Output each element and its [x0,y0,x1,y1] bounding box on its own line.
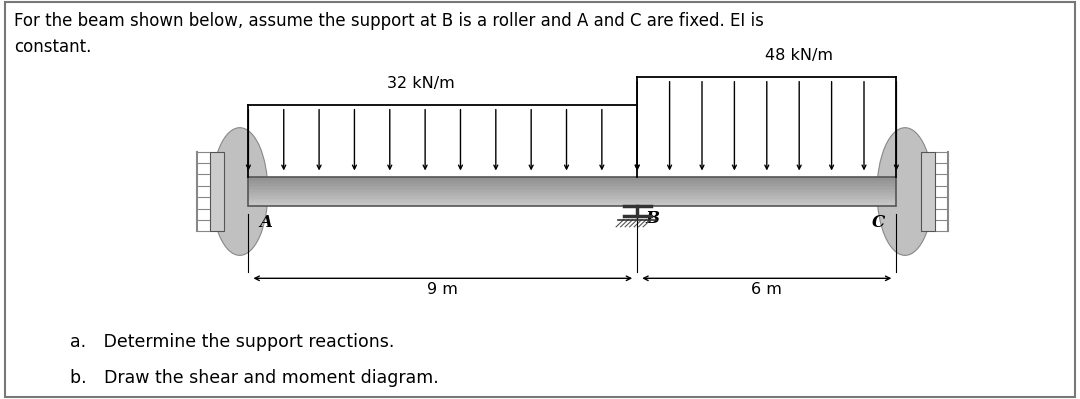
Text: 9 m: 9 m [428,282,458,297]
Bar [248,196,896,198]
Bar [248,178,896,180]
Text: 6 m: 6 m [752,282,782,297]
Bar [248,200,896,202]
Text: For the beam shown below, assume the support at B is a roller and A and C are fi: For the beam shown below, assume the sup… [14,12,764,56]
Text: a. Determine the support reactions.: a. Determine the support reactions. [70,333,394,351]
Ellipse shape [877,128,933,255]
Text: 48 kN/m: 48 kN/m [766,48,833,63]
Text: b. Draw the shear and moment diagram.: b. Draw the shear and moment diagram. [70,369,438,387]
Bar [248,184,896,186]
Bar [248,190,896,192]
Ellipse shape [212,128,268,255]
Bar [248,187,896,188]
Bar [248,203,896,205]
Bar [248,199,896,200]
Bar [248,192,896,193]
Text: 32 kN/m: 32 kN/m [388,76,455,91]
Bar [248,198,896,199]
Bar [248,195,896,196]
Bar [248,205,896,207]
Bar [248,188,896,190]
Text: C: C [873,215,886,231]
Text: B: B [646,211,660,227]
Bar [248,180,896,181]
Bar [210,152,224,231]
Bar [248,176,896,207]
Text: A: A [259,215,272,231]
Bar [248,193,896,194]
Bar [248,181,896,183]
Bar [248,202,896,203]
Bar [248,176,896,178]
Bar [248,186,896,187]
Bar [921,152,935,231]
Bar [248,182,896,184]
